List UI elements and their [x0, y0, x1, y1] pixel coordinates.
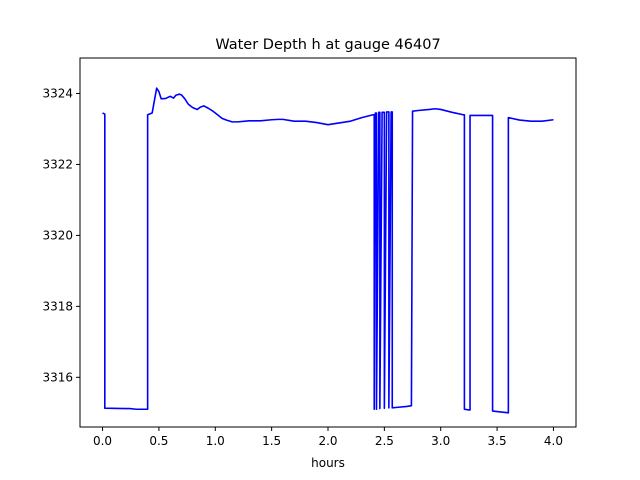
x-tick-label: 1.5: [262, 434, 281, 448]
x-tick-label: 4.0: [544, 434, 563, 448]
x-tick-label: 0.0: [93, 434, 112, 448]
x-tick-label: 3.0: [431, 434, 450, 448]
x-tick-label: 3.5: [488, 434, 507, 448]
axes-frame: [79, 57, 577, 428]
y-tick-label: 3318: [42, 299, 73, 313]
x-tick-label: 0.5: [149, 434, 168, 448]
x-tick-label: 1.0: [206, 434, 225, 448]
x-tick-label: 2.5: [375, 434, 394, 448]
chart-title: Water Depth h at gauge 46407: [215, 37, 440, 53]
y-tick-label: 3320: [42, 228, 73, 242]
y-tick-label: 3322: [42, 157, 73, 171]
y-tick-label: 3324: [42, 86, 73, 100]
plot-area: [102, 87, 554, 414]
x-axis-ticks: 0.0 0.5 1.0 1.5 2.0 2.5 3.0 3.5 4.0: [93, 427, 563, 448]
x-axis-title: hours: [311, 456, 345, 470]
x-tick-label: 2.0: [318, 434, 337, 448]
y-axis-ticks: 3316 3318 3320 3322 3324: [42, 86, 80, 384]
y-tick-label: 3316: [42, 370, 73, 384]
series-line-0: [102, 87, 554, 414]
